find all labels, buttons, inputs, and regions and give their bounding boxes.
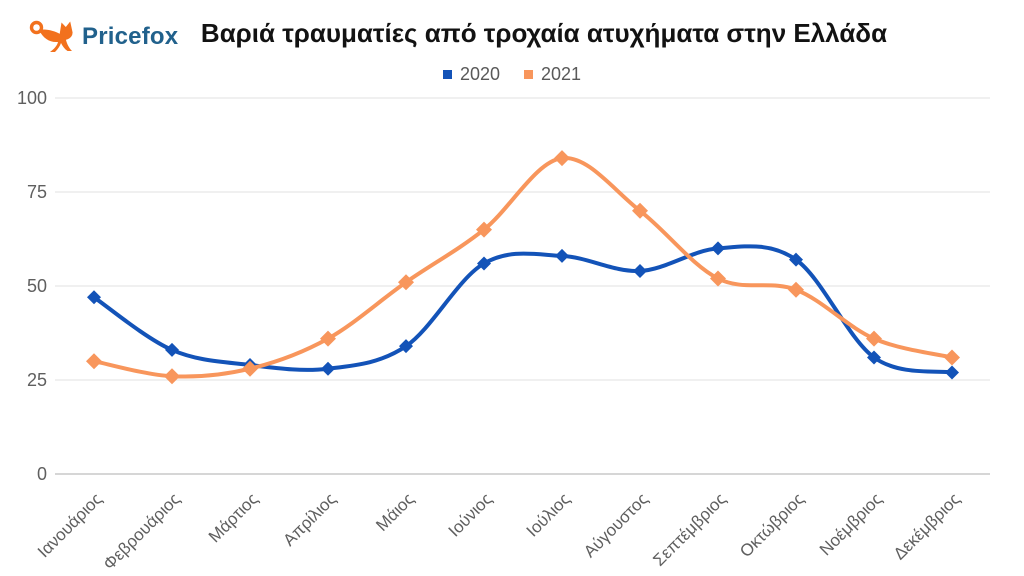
data-point-2020 <box>555 248 569 263</box>
legend-label: 2021 <box>541 64 582 84</box>
x-axis-label: Οκτώβριος <box>736 489 808 561</box>
series-line-2021 <box>92 156 954 379</box>
data-point-2021 <box>632 202 648 219</box>
data-point-2021 <box>710 270 726 287</box>
data-point-2021 <box>788 281 804 298</box>
x-axis-label: Ιούνιος <box>445 489 496 540</box>
data-point-2021 <box>476 221 492 238</box>
data-point-2020 <box>399 339 413 354</box>
y-axis-label: 100 <box>17 88 47 108</box>
data-point-2021 <box>866 330 882 347</box>
y-axis-label: 50 <box>27 276 47 296</box>
data-point-2020 <box>945 365 959 380</box>
data-point-2020 <box>165 342 179 357</box>
x-axis-label: Νοέμβριος <box>816 489 886 559</box>
chart-title: Βαριά τραυματίες από τροχαία ατυχήματα σ… <box>200 18 888 48</box>
x-axis-label: Σεπτέμβριος <box>649 489 729 569</box>
legend-item-2020: 2020 <box>442 64 500 85</box>
data-point-2020 <box>711 241 725 256</box>
data-point-2020 <box>321 361 335 376</box>
x-axis-label: Φεβρουάριος <box>99 489 183 573</box>
y-axis-label: 75 <box>27 182 47 202</box>
y-axis-label: 25 <box>27 370 47 390</box>
x-axis-label: Δεκέμβριος <box>890 489 964 563</box>
data-point-2021 <box>86 353 102 370</box>
data-point-2021 <box>554 150 570 167</box>
y-axis-label: 0 <box>37 464 47 484</box>
data-point-2020 <box>633 263 647 278</box>
x-axis-label: Αύγουστος <box>580 489 652 561</box>
data-point-2021 <box>320 330 336 347</box>
chart-legend: 2020 2021 <box>0 64 1024 85</box>
data-point-2020 <box>867 350 881 365</box>
x-axis-label: Ιανουάριος <box>34 489 106 561</box>
x-axis-label: Ιούλιος <box>523 489 574 540</box>
data-point-2021 <box>944 349 960 366</box>
legend-item-2021: 2021 <box>524 64 581 85</box>
fox-icon <box>29 20 73 52</box>
data-point-2021 <box>398 274 414 291</box>
legend-label: 2020 <box>459 64 500 84</box>
data-point-2021 <box>242 360 258 377</box>
data-point-2020 <box>87 290 101 305</box>
series-line-2020 <box>92 244 954 375</box>
x-axis-label: Μάιος <box>372 489 418 535</box>
data-point-2020 <box>477 256 491 271</box>
pricefox-logo: Pricefox <box>28 18 178 56</box>
legend-swatch <box>524 70 533 79</box>
brand-name: Pricefox <box>82 23 179 50</box>
x-axis-label: Μάρτιος <box>205 489 262 546</box>
data-point-2021 <box>164 368 180 385</box>
legend-swatch <box>442 70 452 79</box>
x-axis-label: Απρίλιος <box>279 489 339 549</box>
data-point-2020 <box>789 252 803 267</box>
